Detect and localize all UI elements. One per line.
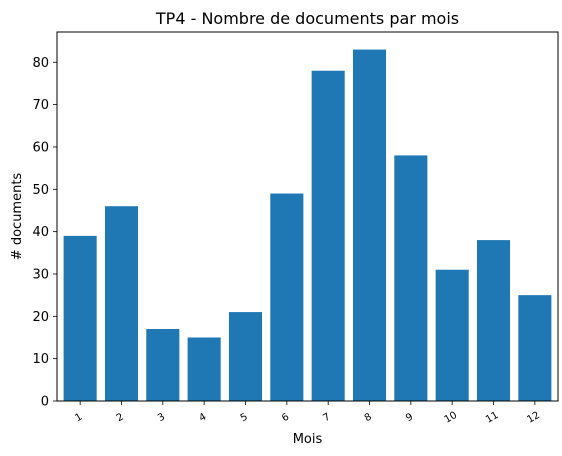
bar-month-9 [394,155,428,401]
x-axis-label: Mois [293,432,323,447]
bars-group [63,49,552,402]
y-tick-label: 70 [32,98,49,113]
bar-month-6 [270,193,304,401]
y-tick-label: 20 [32,310,49,325]
x-tick-label: 1 [73,411,84,424]
y-axis-label: # documents [10,173,25,261]
y-tick-label: 80 [32,56,49,71]
bar-month-4 [187,337,221,401]
x-tick-label: 4 [197,411,208,424]
bar-month-8 [352,49,387,401]
y-tick-label: 50 [32,183,49,198]
y-tick-label: 0 [41,395,49,410]
bar-month-1 [63,235,97,401]
x-tick-label: 7 [321,411,332,424]
y-tick-label: 30 [32,267,49,282]
x-tick-label: 8 [363,411,374,424]
x-tick-label: 3 [156,411,167,424]
chart-title: TP4 - Nombre de documents par mois [155,9,459,28]
x-tick-label: 9 [404,411,415,424]
bar-month-10 [435,269,469,401]
x-tick-label: 2 [115,411,126,424]
bar-month-7 [311,70,345,402]
y-tick-label: 60 [32,140,49,155]
bar-month-5 [228,312,263,401]
x-tick-label: 6 [280,411,291,424]
y-axis-ticks: 0 10 20 30 40 50 60 70 80 [32,56,57,410]
x-tick-label: 5 [239,411,250,424]
y-tick-label: 10 [32,352,49,367]
bar-month-2 [104,206,139,401]
bar-month-12 [518,295,552,401]
bar-month-3 [146,329,180,401]
y-tick-label: 40 [32,225,49,240]
bar-month-11 [476,240,511,401]
plot-frame [56,31,559,402]
x-axis-ticks: 1 2 3 4 5 6 7 8 9 10 11 12 [73,401,542,426]
